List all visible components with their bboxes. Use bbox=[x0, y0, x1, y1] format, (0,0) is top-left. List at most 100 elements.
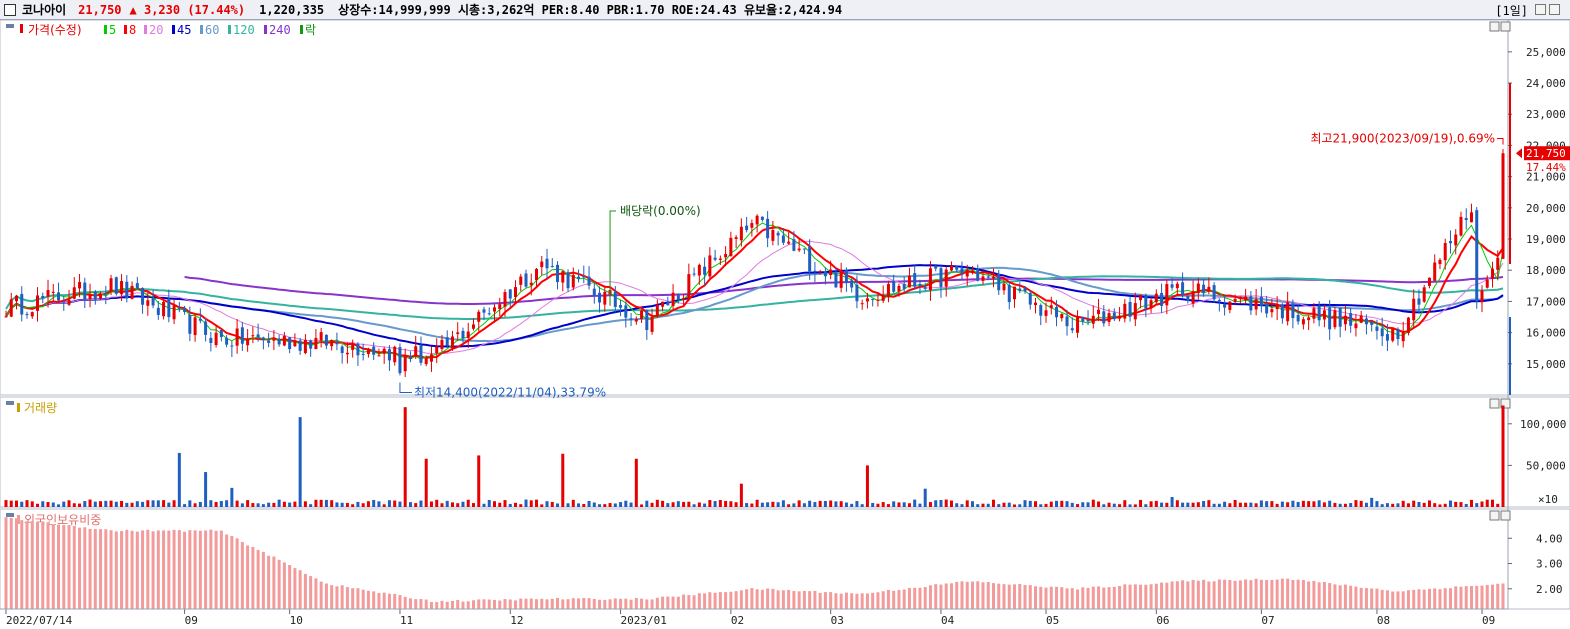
candle-body bbox=[1307, 317, 1311, 321]
foreign-bar bbox=[1091, 586, 1095, 609]
volume-bar bbox=[577, 503, 581, 507]
volume-bar bbox=[230, 487, 234, 507]
foreign-bar bbox=[745, 589, 749, 609]
foreign-bar bbox=[109, 530, 113, 609]
candle-body bbox=[1238, 296, 1242, 299]
volume-bar bbox=[366, 501, 370, 507]
x-tick-label: 09 bbox=[1482, 614, 1495, 627]
foreign-bar bbox=[603, 599, 607, 609]
x-tick-label: 05 bbox=[1046, 614, 1059, 627]
foreign-bar bbox=[414, 599, 418, 609]
foreign-bar bbox=[288, 565, 292, 609]
volume-bar bbox=[114, 501, 118, 507]
volume-bar bbox=[1139, 499, 1143, 507]
volume-bar bbox=[251, 503, 255, 507]
volume-bar bbox=[1175, 500, 1179, 507]
foreign-legend-label: 외국인보유비중 bbox=[24, 513, 101, 527]
select-checkbox[interactable] bbox=[4, 3, 16, 16]
volume-bar bbox=[1380, 504, 1384, 507]
foreign-bar bbox=[1464, 586, 1468, 609]
volume-bar bbox=[650, 502, 654, 507]
volume-bar bbox=[225, 500, 229, 507]
volume-bar bbox=[592, 502, 596, 507]
volume-bar bbox=[408, 502, 412, 507]
volume-bar bbox=[519, 504, 523, 507]
minimize-icon[interactable] bbox=[1535, 4, 1546, 15]
volume-bar bbox=[760, 502, 764, 507]
foreign-bar bbox=[755, 589, 759, 609]
volume-bar bbox=[671, 502, 675, 507]
x-tick-label: 07 bbox=[1261, 614, 1274, 627]
x-tick-label: 04 bbox=[941, 614, 955, 627]
foreign-bar bbox=[1254, 578, 1258, 609]
foreign-bar bbox=[15, 518, 19, 609]
volume-bar bbox=[844, 502, 848, 507]
foreign-bar bbox=[456, 600, 460, 609]
foreign-bar bbox=[445, 601, 449, 609]
candle-body bbox=[907, 275, 911, 288]
volume-bar bbox=[440, 503, 444, 507]
foreign-bar bbox=[377, 592, 381, 609]
candle-body bbox=[204, 321, 208, 335]
foreign-bar bbox=[1228, 580, 1232, 609]
foreign-bar bbox=[498, 600, 502, 609]
foreign-bar bbox=[1301, 579, 1305, 609]
candle-body bbox=[718, 258, 722, 260]
price-tick-label: 20,000 bbox=[1526, 202, 1566, 215]
candle-body bbox=[571, 274, 575, 288]
foreign-bar bbox=[1448, 588, 1452, 609]
volume-bar bbox=[146, 500, 150, 507]
candle-body bbox=[897, 285, 901, 292]
candle-body bbox=[745, 225, 749, 231]
volume-bar bbox=[1480, 501, 1484, 507]
candle-body bbox=[440, 339, 444, 350]
volume-bar bbox=[387, 500, 391, 507]
volume-bar bbox=[839, 501, 843, 507]
foreign-bar bbox=[1469, 586, 1473, 609]
foreign-bar bbox=[1044, 587, 1048, 609]
foreign-bar bbox=[776, 590, 780, 609]
volume-bar bbox=[293, 501, 297, 507]
volume-bar bbox=[1160, 502, 1164, 507]
foreign-bar bbox=[172, 529, 176, 609]
foreign-bar bbox=[787, 589, 791, 609]
candle-body bbox=[1291, 303, 1295, 319]
foreign-bar bbox=[9, 517, 13, 609]
foreign-bar bbox=[1149, 584, 1153, 609]
x-tick-label: 02 bbox=[731, 614, 744, 627]
candle-body bbox=[1480, 290, 1484, 303]
candle-body bbox=[1427, 277, 1431, 286]
volume-bar bbox=[83, 501, 87, 507]
foreign-bar bbox=[545, 599, 549, 609]
period-selector[interactable]: [1일] bbox=[1495, 4, 1528, 18]
legend-ma-label: 60 bbox=[205, 23, 219, 37]
x-tick-label: 10 bbox=[290, 614, 303, 627]
volume-bar bbox=[1385, 503, 1389, 507]
volume-bar bbox=[445, 500, 449, 507]
foreign-bar bbox=[1102, 587, 1106, 609]
foreign-bar bbox=[1391, 591, 1395, 609]
foreign-bar bbox=[556, 598, 560, 609]
candle-body bbox=[708, 255, 712, 277]
candle-body bbox=[913, 273, 917, 287]
stock-name[interactable]: 코나아이 bbox=[22, 3, 67, 17]
volume-bar bbox=[1149, 501, 1153, 507]
candle-body bbox=[377, 355, 381, 357]
candle-body bbox=[1265, 303, 1269, 314]
foreign-bar bbox=[340, 585, 344, 609]
candle-body bbox=[661, 301, 665, 307]
volume-bar bbox=[324, 499, 328, 507]
candle-body bbox=[1333, 310, 1337, 328]
foreign-bar bbox=[351, 588, 355, 609]
foreign-bar bbox=[844, 592, 848, 609]
volume-bar bbox=[1034, 501, 1038, 507]
candle-body bbox=[9, 299, 13, 317]
maximize-icon[interactable] bbox=[1549, 4, 1560, 15]
volume-bar bbox=[235, 500, 239, 507]
candle-body bbox=[125, 281, 129, 299]
candle-body bbox=[15, 295, 19, 302]
foreign-bar bbox=[1370, 588, 1374, 609]
price-change: ▲ 3,230 (17.44%) bbox=[129, 2, 246, 17]
volume-bar bbox=[1233, 499, 1237, 507]
candle-body bbox=[36, 295, 40, 311]
